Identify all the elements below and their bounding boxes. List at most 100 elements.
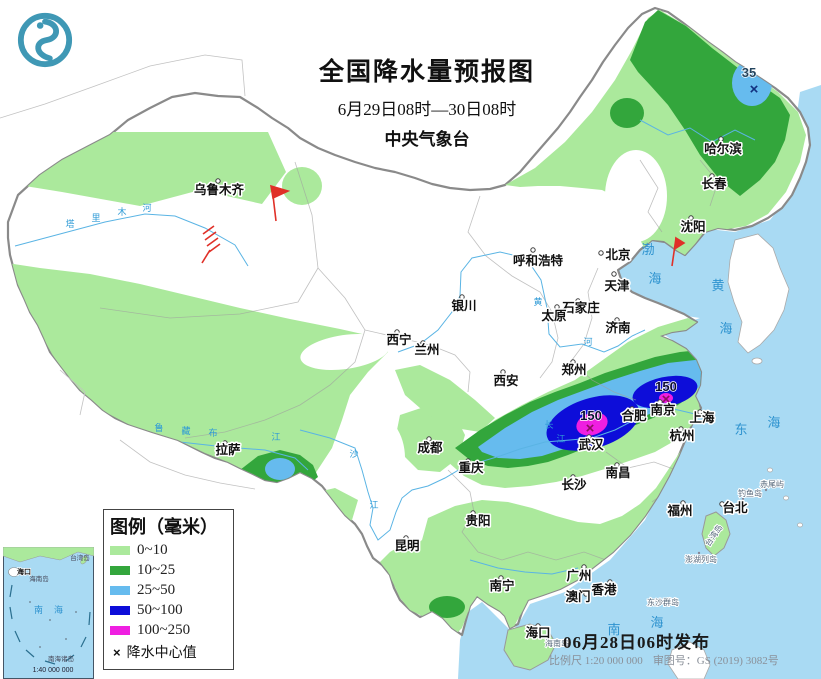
city-dot — [570, 474, 576, 480]
legend-swatch — [110, 606, 130, 615]
island-label: 海南岛 — [545, 638, 569, 648]
city-label: 郑州 — [561, 362, 586, 377]
inset-label: 海 — [54, 604, 66, 615]
inset-mainland — [3, 547, 94, 563]
river-label: 沙 — [349, 449, 358, 459]
island-label: 钓鱼岛 — [738, 488, 762, 498]
city-dot — [394, 329, 400, 335]
city-label: 北京 — [605, 247, 631, 262]
city-dot — [680, 500, 686, 506]
city-label: 银川 — [451, 298, 476, 313]
city-dot — [688, 215, 694, 221]
rain-center-value: 150 — [655, 379, 677, 394]
province-borders — [99, 159, 719, 561]
taiwan-island — [701, 511, 731, 557]
agency-name: 中央气象台 — [384, 130, 470, 149]
city-label: 兰州 — [414, 342, 439, 357]
map-title: 全国降水量预报图 — [318, 59, 535, 86]
review-number: 审图号：GS (2019) 3082号 — [652, 655, 779, 667]
city-label: 长沙 — [561, 477, 587, 492]
city-dot — [465, 458, 471, 464]
legend-item: 25~50 — [110, 582, 227, 599]
city-label: 呼和浩特 — [513, 253, 564, 268]
river-label: 鲁 — [154, 422, 163, 433]
city-dot — [498, 575, 504, 581]
small-island — [783, 495, 789, 501]
inset-islands — [29, 601, 77, 648]
legend-swatch — [110, 546, 130, 555]
rain-center-label: 降水中心值 — [126, 646, 197, 661]
river-label: 里 — [91, 213, 100, 223]
river-label: 长 — [544, 419, 553, 430]
precip-white-gaps — [300, 150, 667, 503]
city-dot — [575, 298, 581, 304]
rain-center-cross: × — [662, 391, 671, 408]
legend-swatch — [110, 586, 130, 595]
city-dot — [426, 436, 432, 442]
city-label: 石家庄 — [561, 300, 600, 315]
issue-time: 06月28日06时发布 — [563, 633, 710, 652]
river-label: 江 — [271, 432, 280, 442]
inset-label: 南海诸岛 — [48, 654, 74, 663]
inset-dash-line — [9, 584, 91, 665]
city-dot — [570, 359, 576, 365]
city-dot — [530, 247, 536, 253]
sea-label: 南 — [607, 622, 622, 637]
city-dot — [629, 406, 635, 412]
foreign-borders — [0, 54, 256, 490]
sea-label: 海 — [767, 415, 782, 430]
legend-item: 10~25 — [110, 562, 227, 579]
river-label: 布 — [208, 427, 217, 438]
city-label: 上海 — [689, 410, 715, 425]
scale-text: 比例尺 1:20 000 000 — [549, 655, 643, 667]
city-label: 成都 — [417, 440, 443, 455]
small-island-dot — [697, 551, 701, 555]
precip-100-250-layer — [576, 393, 673, 436]
legend-label: 10~25 — [137, 562, 176, 578]
gale-symbols — [201, 184, 686, 267]
island-label: 东沙群岛 — [647, 597, 679, 607]
city-label: 南京 — [650, 402, 676, 417]
title-block: 全国降水量预报图 6月29日08时—30日08时 中央气象台 — [257, 52, 597, 150]
legend-label: 100~250 — [137, 622, 191, 638]
sea-label: 海 — [648, 271, 663, 286]
sea-label: 东 — [734, 422, 749, 437]
small-island-dot — [764, 488, 768, 492]
city-label: 乌鲁木齐 — [194, 182, 245, 197]
city-dot — [583, 591, 589, 597]
city-dot — [470, 510, 476, 516]
rain-center-symbol: × — [113, 644, 121, 660]
korea-peninsula — [727, 233, 790, 354]
sea-label: 海 — [719, 321, 734, 336]
luzon-island — [667, 641, 711, 679]
city-dot — [598, 250, 604, 256]
city-dot — [459, 294, 465, 300]
small-island-dot — [741, 497, 745, 501]
legend-label: 0~10 — [137, 542, 168, 558]
sea-label: 渤 — [641, 242, 656, 257]
forecast-period: 6月29日08时—30日08时 — [337, 100, 517, 119]
sea-label: 海 — [650, 615, 665, 630]
city-dot — [611, 271, 617, 277]
legend-item: 100~250 — [110, 622, 227, 639]
river-label: 木 — [117, 206, 126, 217]
inset-label: 1:40 000 000 — [33, 667, 74, 674]
city-dot — [607, 579, 613, 585]
city-label: 重庆 — [458, 460, 484, 475]
city-label: 香港 — [590, 582, 617, 597]
rain-center-cross: × — [586, 420, 595, 437]
small-island — [767, 467, 773, 473]
city-label: 拉萨 — [215, 442, 241, 457]
city-label: 杭州 — [669, 428, 694, 443]
rain-center-value: 150 — [580, 408, 602, 423]
city-label: 沈阳 — [680, 219, 705, 234]
inset-label: 海南岛 — [29, 574, 49, 583]
city-label: 天津 — [604, 278, 630, 293]
city-dot — [420, 340, 426, 346]
legend-swatch — [110, 626, 130, 635]
legend-label: 25~50 — [137, 582, 176, 598]
river-label: 河 — [142, 202, 151, 213]
river-label: 黄 — [533, 296, 542, 307]
